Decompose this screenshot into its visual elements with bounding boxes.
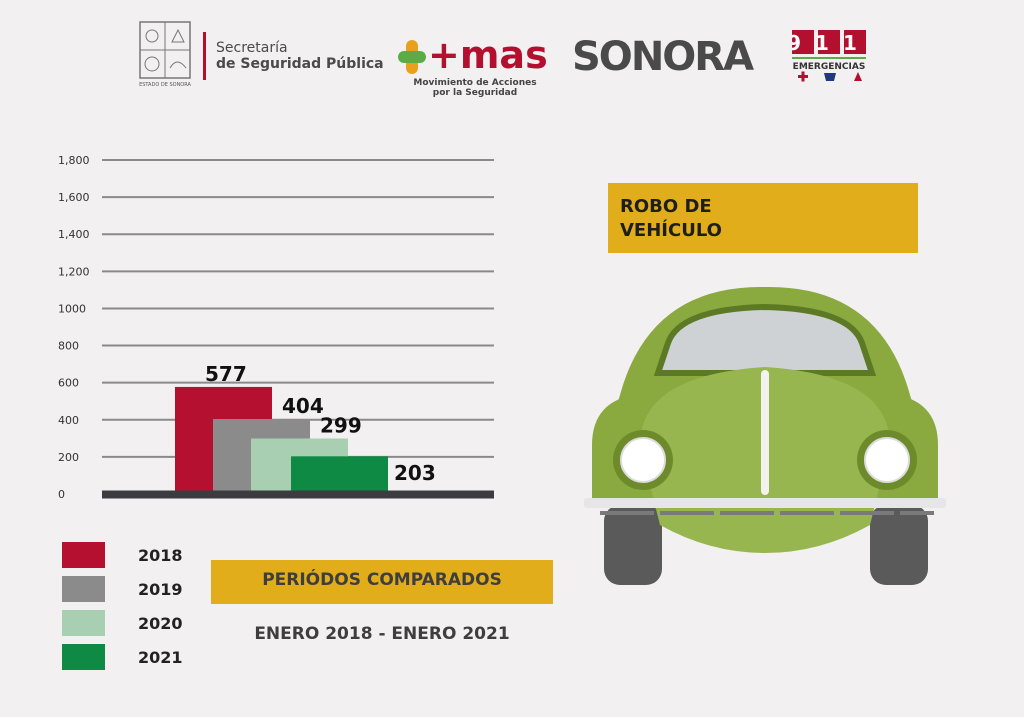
emergency-label: EMERGENCIAS — [793, 62, 866, 72]
legend-swatch-2020 — [62, 610, 105, 636]
legend-item-2020: 2020 — [62, 610, 202, 638]
title-box: ROBO DE VEHÍCULO — [608, 183, 918, 253]
mas-plus-icon — [398, 40, 426, 74]
mas-logo-text: +mas — [428, 33, 548, 77]
left-headlight-icon — [620, 437, 666, 483]
data-label-2018: 577 — [205, 362, 247, 386]
y-tick-label: 0 — [58, 488, 65, 501]
mas-subtitle-line2: por la Seguridad — [432, 88, 518, 98]
page-title: ROBO DE VEHÍCULO — [620, 195, 910, 243]
front-bumper — [584, 498, 946, 508]
data-label-2021: 203 — [394, 461, 436, 485]
y-tick-label: 1,600 — [58, 191, 90, 204]
legend-label-2019: 2019 — [138, 580, 183, 599]
legend-label-2021: 2021 — [138, 648, 183, 667]
hood-trim — [761, 370, 769, 495]
y-tick-label: 200 — [58, 451, 79, 464]
periods-box: PERIÓDOS COMPARADOS — [211, 560, 553, 604]
legend-swatch-2021 — [62, 644, 105, 670]
y-tick-label: 1000 — [58, 302, 86, 315]
legend-label-2018: 2018 — [138, 546, 183, 565]
police-badge-icon — [824, 73, 836, 81]
x-axis-baseline — [102, 490, 494, 499]
windshield — [653, 303, 877, 376]
legend-label-2020: 2020 — [138, 614, 183, 633]
emergency-number: 911 — [792, 31, 871, 55]
sonora-logo-text: SONORA — [572, 34, 754, 78]
bumper-trim — [600, 511, 934, 515]
y-tick-label: 1,800 — [58, 154, 90, 167]
y-tick-label: 400 — [58, 414, 79, 427]
sonora-logo: SONORA — [572, 34, 756, 78]
state-seal-icon: ESTADO DE SONORA — [139, 21, 192, 88]
cross-icon — [798, 71, 808, 82]
y-tick-label: 800 — [58, 340, 79, 353]
bar-chart: 0 200 400 600 800 1000 1,200 1,400 1,600 1,800 57… — [58, 154, 494, 501]
secretaria-line1: Secretaría — [216, 40, 288, 56]
secretaria-line2: de Seguridad Pública — [216, 56, 384, 72]
y-tick-label: 600 — [58, 377, 79, 390]
mas-subtitle: Movimiento de Acciones por la Seguridad — [410, 78, 540, 98]
right-tire — [870, 505, 928, 585]
secretaria-logo: Secretaría de Seguridad Pública — [216, 40, 384, 72]
legend-item-2018: 2018 — [62, 542, 202, 570]
periods-range: ENERO 2018 - ENERO 2021 — [254, 624, 510, 644]
legend-swatch-2018 — [62, 542, 105, 568]
periods-title: PERIÓDOS COMPARADOS — [262, 570, 502, 590]
data-label-2020: 299 — [320, 414, 362, 438]
header: ESTADO DE SONORA Secretaría de Seguridad… — [0, 0, 1024, 110]
right-headlight-icon — [864, 437, 910, 483]
y-tick-label: 1,200 — [58, 265, 90, 278]
mas-subtitle-line1: Movimiento de Acciones — [413, 78, 537, 88]
title-line1: ROBO DE — [620, 196, 712, 217]
legend-item-2021: 2021 — [62, 644, 202, 672]
car-illustration — [584, 286, 946, 585]
legend-swatch-2019 — [62, 576, 105, 602]
left-tire — [604, 505, 662, 585]
fire-icon — [854, 72, 862, 81]
bar-2021 — [291, 456, 388, 494]
mas-logo: +mas — [398, 33, 548, 77]
title-line2: VEHÍCULO — [620, 220, 722, 241]
header-divider — [203, 32, 206, 80]
legend-item-2019: 2019 — [62, 576, 202, 604]
seal-caption: ESTADO DE SONORA — [139, 82, 191, 88]
y-tick-label: 1,400 — [58, 228, 90, 241]
data-label-2019: 404 — [282, 394, 324, 418]
emergency-911-logo: 911 EMERGENCIAS — [792, 30, 871, 82]
